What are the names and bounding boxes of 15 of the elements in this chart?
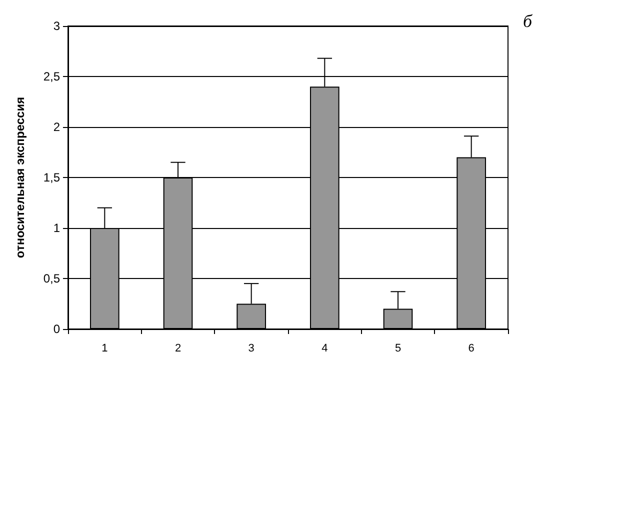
x-tick-label: 4: [322, 342, 328, 354]
x-tick-label: 3: [248, 342, 254, 354]
y-axis-title: относительная экспрессия: [13, 96, 27, 258]
y-tick-label: 1,5: [43, 170, 60, 184]
x-tick-label: 6: [468, 342, 474, 354]
y-tick-label: 3: [53, 19, 60, 33]
y-tick-label: 1: [53, 221, 60, 235]
x-tick-label: 5: [394, 342, 402, 354]
y-tick-label: 0: [53, 322, 60, 336]
x-tick-label: 2: [174, 342, 182, 354]
text: б: [522, 11, 533, 31]
y-tick-label: 0,5: [43, 272, 60, 286]
y-tick-label: 2,5: [43, 70, 60, 84]
x-tick-label: 1: [102, 342, 108, 354]
y-tick-label: 2: [53, 120, 60, 134]
